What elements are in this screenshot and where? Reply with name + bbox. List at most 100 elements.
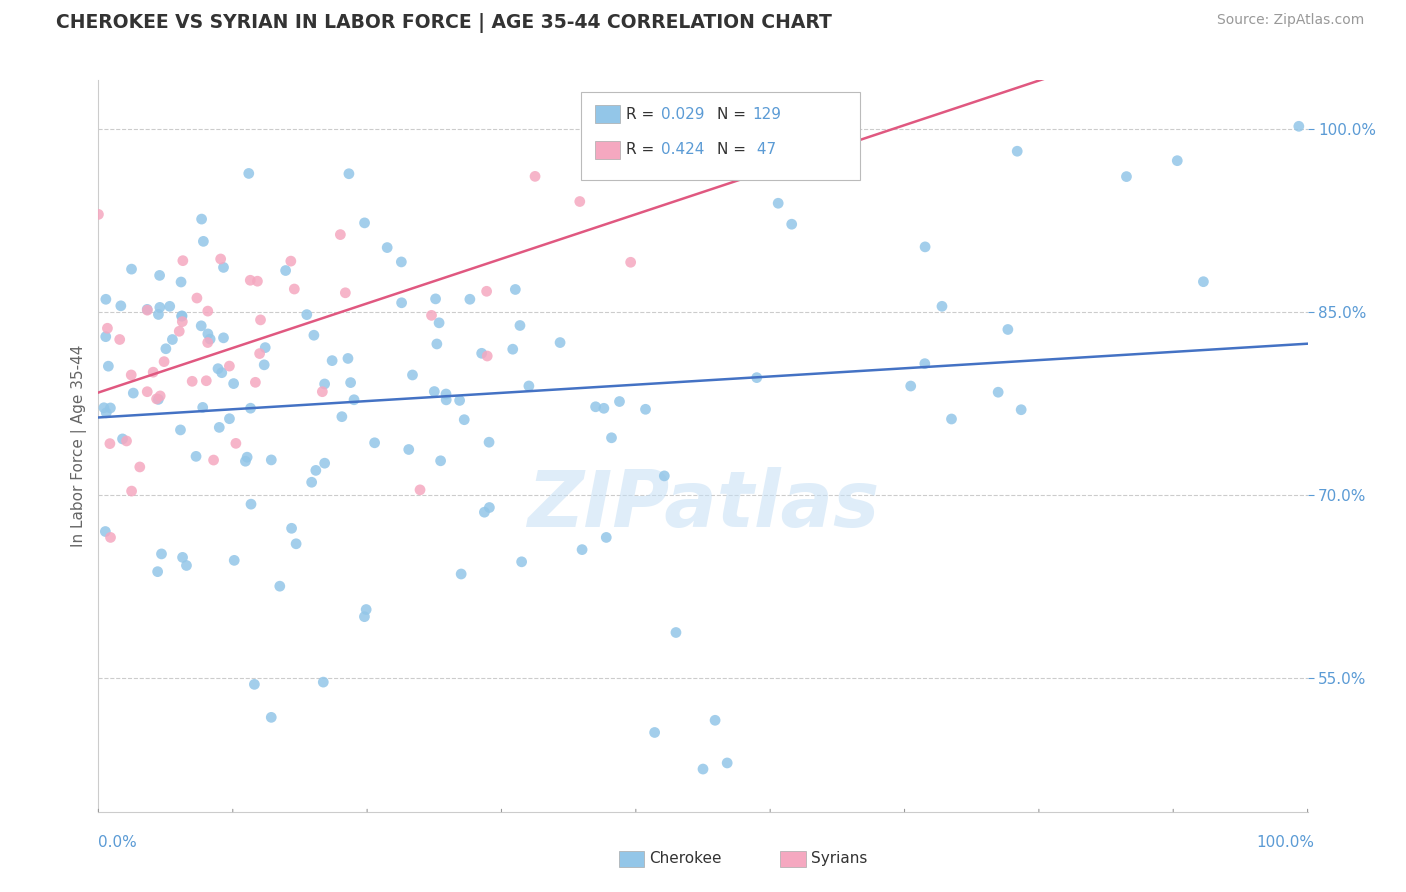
Point (238, 166, 260, 180)
Point (343, 392, 366, 407)
Point (136, 303, 159, 318)
Point (634, 402, 657, 417)
Point (987, 385, 1010, 400)
Point (321, 353, 343, 368)
Point (314, 456, 336, 470)
Point (1192, 275, 1215, 289)
Point (136, 384, 159, 399)
Point (181, 374, 204, 388)
Point (260, 710, 283, 724)
Text: 0.0%: 0.0% (98, 836, 138, 850)
Point (239, 401, 262, 416)
Point (285, 537, 308, 551)
Point (336, 351, 359, 366)
Text: 0.424: 0.424 (661, 143, 704, 157)
Point (167, 324, 190, 338)
Text: 0.029: 0.029 (661, 107, 704, 121)
Point (478, 435, 501, 450)
Point (128, 460, 150, 475)
Point (329, 227, 352, 242)
Point (172, 253, 194, 268)
Point (202, 453, 225, 467)
Point (571, 542, 593, 557)
Point (170, 275, 193, 289)
Point (149, 301, 172, 315)
Point (311, 384, 333, 399)
Point (669, 159, 692, 173)
Point (249, 313, 271, 327)
Point (93, 401, 115, 415)
Point (453, 413, 475, 427)
Point (243, 677, 266, 691)
Point (94, 524, 117, 539)
Point (240, 497, 263, 511)
Point (517, 379, 540, 393)
Point (87, 207, 110, 221)
Point (94, 293, 117, 307)
Point (100, 531, 122, 545)
Point (246, 274, 269, 288)
Point (509, 318, 531, 333)
Point (184, 450, 207, 464)
Point (212, 331, 235, 345)
Point (153, 354, 176, 368)
Point (235, 454, 257, 468)
Point (353, 609, 375, 624)
Point (193, 235, 215, 249)
Point (389, 255, 412, 269)
Point (1288, 120, 1310, 134)
Point (121, 484, 143, 499)
Point (94, 329, 117, 343)
Point (353, 216, 375, 230)
Point (253, 358, 276, 372)
Point (159, 299, 181, 313)
Point (142, 365, 165, 379)
Point (148, 392, 170, 407)
Point (222, 376, 245, 391)
Point (592, 401, 614, 416)
Point (260, 453, 283, 467)
Point (97, 359, 120, 374)
Point (585, 400, 607, 414)
Point (110, 299, 132, 313)
Point (595, 531, 617, 545)
Point (620, 255, 643, 269)
Point (429, 454, 451, 468)
Point (218, 411, 240, 425)
Point (108, 333, 131, 347)
Point (280, 254, 302, 268)
Point (136, 302, 159, 317)
Point (391, 295, 413, 310)
Point (314, 376, 336, 391)
Point (692, 762, 714, 776)
Point (98, 436, 121, 450)
Point (302, 328, 325, 343)
Text: 100.0%: 100.0% (1257, 836, 1315, 850)
Point (434, 392, 457, 407)
Point (191, 401, 214, 415)
Point (150, 547, 173, 561)
Point (96, 321, 118, 335)
Point (198, 332, 221, 346)
Text: ZIPatlas: ZIPatlas (527, 467, 879, 542)
Text: R =: R = (626, 143, 654, 157)
Point (96, 406, 118, 420)
Point (745, 370, 768, 384)
Text: 129: 129 (752, 107, 782, 121)
Point (254, 341, 277, 355)
Point (155, 342, 177, 356)
Point (583, 97, 606, 112)
Point (121, 262, 143, 277)
Point (600, 431, 623, 445)
Point (249, 346, 271, 360)
Point (208, 420, 231, 434)
Point (449, 393, 471, 408)
Point (239, 273, 262, 287)
Point (218, 359, 240, 373)
Point (548, 335, 571, 350)
Point (172, 315, 194, 329)
Point (474, 505, 496, 519)
Point (1166, 153, 1188, 168)
Point (420, 309, 443, 323)
Point (122, 386, 145, 401)
